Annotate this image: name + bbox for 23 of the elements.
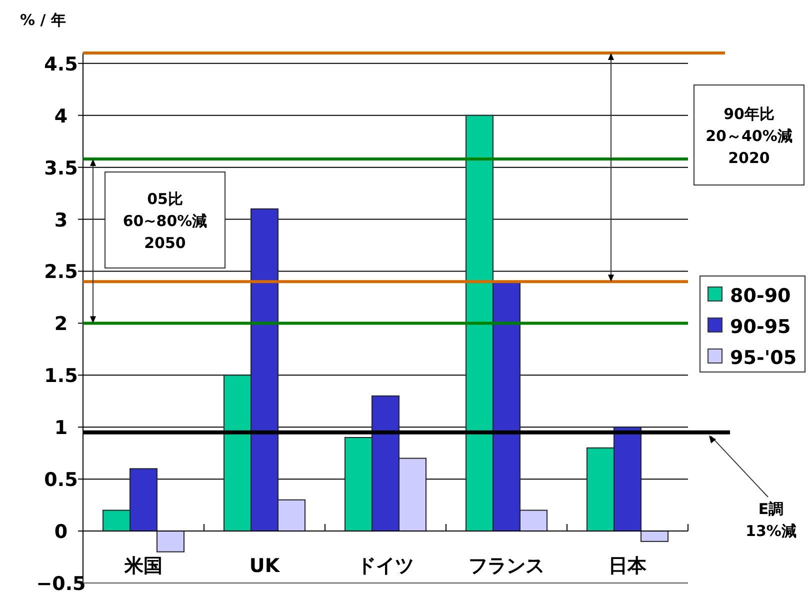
y-axis-title: % / 年 — [20, 11, 66, 29]
y-tick-label: 0 — [54, 521, 68, 544]
x-tick-label: 日本 — [608, 555, 648, 577]
legend-label: 90-95 — [730, 316, 791, 338]
legend-label: 80-90 — [730, 285, 791, 307]
y-tick-label: 3 — [54, 209, 68, 232]
x-tick-label: ドイツ — [357, 555, 414, 577]
y-tick-label: 4 — [54, 105, 68, 128]
y-tick-label: −0.5 — [36, 573, 86, 595]
legend-label: 95-'05 — [730, 347, 797, 369]
y-tick-label: 3.5 — [44, 157, 78, 180]
annotation: 05比 60~80%減 2050 — [122, 190, 208, 252]
x-tick-label: 米国 — [124, 555, 162, 577]
x-tick-label: UK — [249, 555, 281, 577]
text: 90年比 20～40%減 2020 — [706, 105, 792, 167]
y-tick-label: 1.5 — [44, 365, 78, 388]
y-tick-label: 4.5 — [44, 53, 78, 76]
y-tick-label: 2 — [54, 313, 68, 336]
text: E調 13%減 — [746, 500, 796, 540]
y-tick-label: 0.5 — [44, 469, 78, 492]
x-tick-label: フランス — [468, 555, 544, 577]
y-tick-label: 1 — [54, 417, 68, 440]
y-tick-label: 2.5 — [44, 261, 78, 284]
